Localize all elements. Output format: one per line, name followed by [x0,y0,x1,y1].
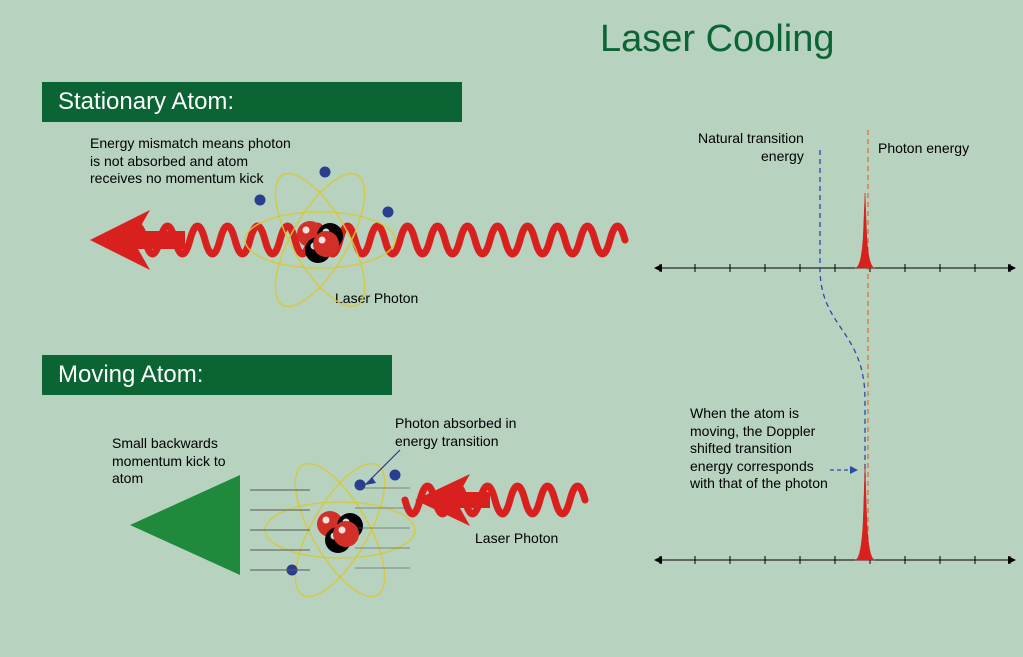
diagram-canvas [0,0,1023,657]
